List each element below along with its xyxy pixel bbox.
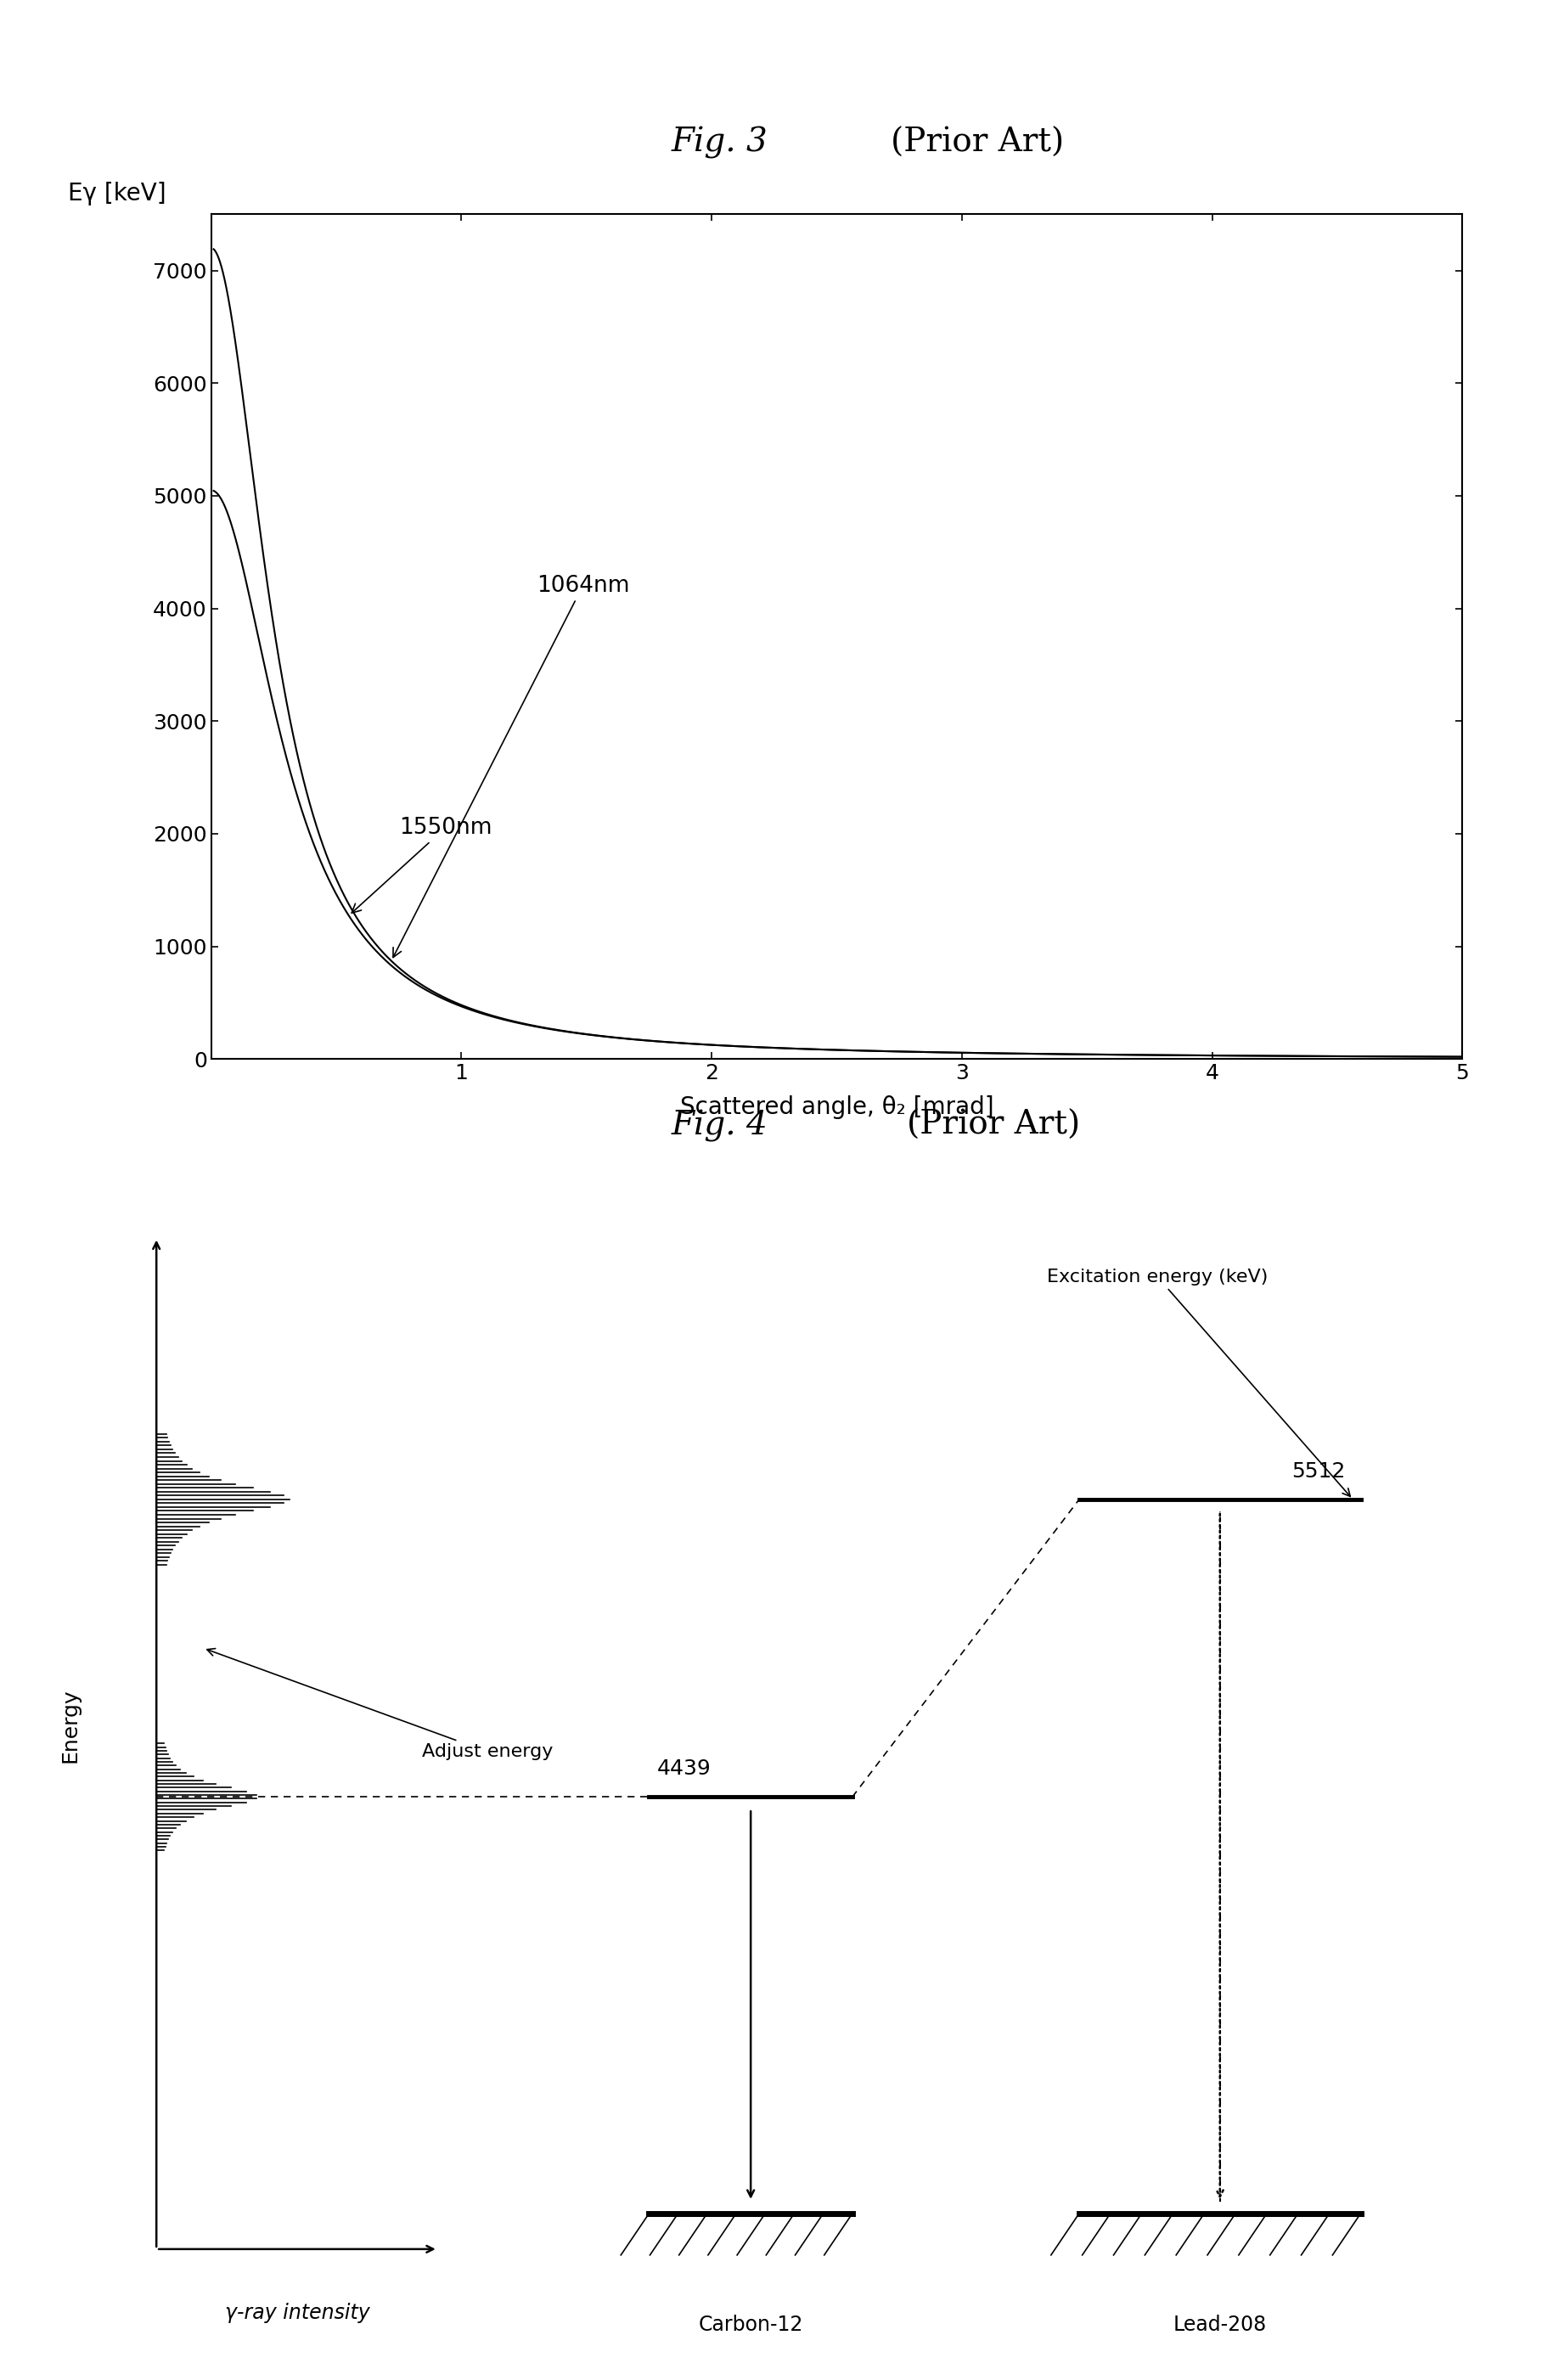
Text: (Prior Art): (Prior Art) xyxy=(891,126,1064,159)
Text: (Prior Art): (Prior Art) xyxy=(907,1109,1079,1142)
Text: γ-ray intensity: γ-ray intensity xyxy=(225,2304,369,2323)
Text: 5512: 5512 xyxy=(1292,1461,1345,1480)
Text: Excitation energy (keV): Excitation energy (keV) xyxy=(1046,1269,1350,1497)
X-axis label: Scattered angle, θ₂ [mrad]: Scattered angle, θ₂ [mrad] xyxy=(680,1095,993,1119)
Text: Fig. 4: Fig. 4 xyxy=(671,1109,768,1142)
Text: Carbon-12: Carbon-12 xyxy=(699,2313,802,2335)
Text: 4439: 4439 xyxy=(657,1759,712,1778)
Text: Energy: Energy xyxy=(59,1687,81,1764)
Text: Lead-208: Lead-208 xyxy=(1173,2313,1267,2335)
Text: 1550nm: 1550nm xyxy=(352,816,491,914)
Text: Adjust energy: Adjust energy xyxy=(206,1649,554,1761)
Text: 1064nm: 1064nm xyxy=(393,574,629,957)
Text: Fig. 3: Fig. 3 xyxy=(671,126,768,159)
Y-axis label: Eγ [keV]: Eγ [keV] xyxy=(69,181,166,205)
